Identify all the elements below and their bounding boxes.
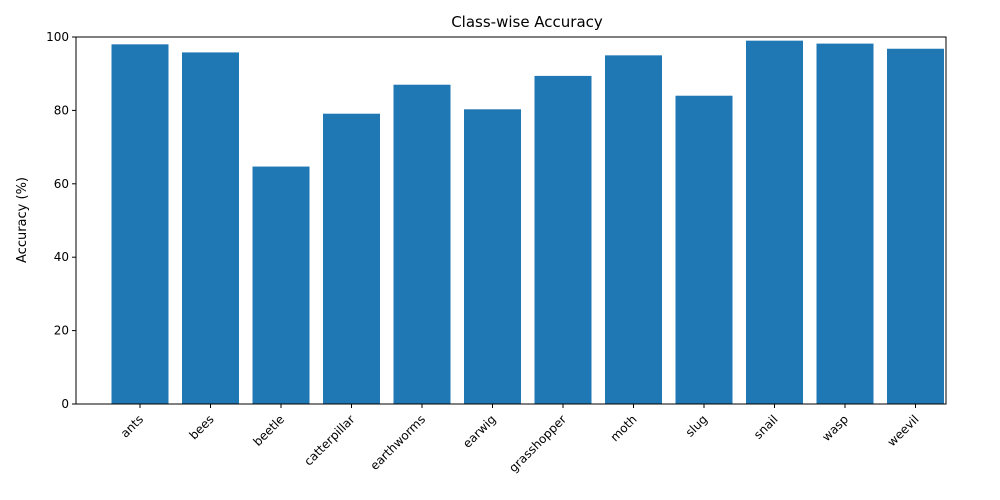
x-tick-label: wasp	[819, 412, 851, 444]
bars-group	[111, 40, 944, 405]
bar-grasshopper	[534, 75, 592, 405]
y-tick-label: 60	[54, 177, 69, 191]
bar-catterpillar	[323, 113, 380, 404]
bar-slug	[675, 95, 733, 404]
x-tick-label: snail	[751, 412, 781, 442]
x-tick-label: catterpillar	[301, 412, 357, 468]
x-tick-label: weevil	[885, 412, 922, 449]
x-tick-label: earthworms	[367, 412, 428, 473]
bar-ants	[111, 44, 169, 405]
y-axis-ticks: 0 20 40 60 80 100	[46, 30, 76, 411]
x-axis-ticks: ants bees beetle catterpillar earthworms earw…	[118, 404, 922, 475]
bar-beetle	[252, 166, 310, 404]
bar-weevil	[887, 48, 944, 405]
y-tick-label: 40	[54, 250, 69, 264]
bar-earthworms	[393, 84, 451, 405]
x-tick-label: beetle	[250, 412, 287, 449]
bar-snail	[746, 40, 803, 405]
x-tick-label: earwig	[460, 412, 498, 450]
bar-bees	[182, 52, 239, 404]
bar-moth	[605, 55, 662, 404]
y-tick-label: 20	[54, 324, 69, 338]
x-tick-label: ants	[118, 412, 146, 440]
y-tick-label: 0	[61, 397, 69, 411]
bar-earwig	[464, 109, 521, 405]
x-tick-label: bees	[186, 412, 216, 442]
y-axis-label: Accuracy (%)	[15, 177, 30, 263]
y-tick-label: 100	[46, 30, 69, 44]
y-tick-label: 80	[54, 103, 69, 117]
x-tick-label: grasshopper	[506, 412, 569, 475]
plot-frame	[75, 36, 947, 405]
x-tick-label: slug	[683, 412, 710, 439]
x-tick-label: moth	[608, 412, 640, 444]
bar-wasp	[816, 43, 874, 405]
chart-title: Class-wise Accuracy	[451, 13, 603, 31]
